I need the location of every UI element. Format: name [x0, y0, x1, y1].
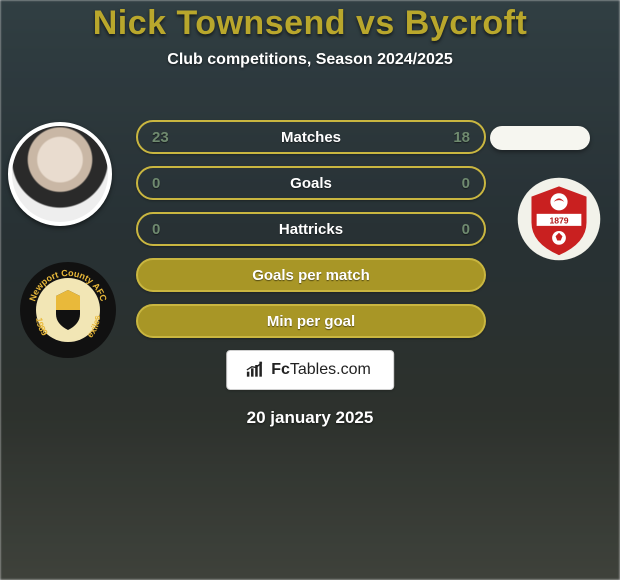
player-photo-right-placeholder [490, 126, 590, 150]
stat-row: Min per goal [136, 304, 486, 338]
watermark-suffix: Tables.com [290, 361, 371, 378]
watermark-badge: FcTables.com [226, 350, 394, 390]
stat-label: Goals [290, 175, 332, 192]
watermark-prefix: Fc [271, 361, 290, 378]
stat-left-value: 0 [152, 175, 160, 192]
badge-right-year: 1879 [549, 215, 568, 225]
stat-right-value: 0 [462, 175, 470, 192]
date-text: 20 january 2025 [0, 408, 620, 428]
stat-label: Goals per match [252, 267, 370, 284]
stat-label: Matches [281, 129, 341, 146]
badge-right-emblem-bg [550, 193, 567, 210]
page-title: Nick Townsend vs Bycroft [0, 4, 620, 43]
stats-list: 23 Matches 18 0 Goals 0 0 Hattricks 0 Go… [136, 120, 486, 338]
stat-label: Min per goal [267, 313, 355, 330]
player-photo-left [8, 122, 112, 226]
stat-left-value: 0 [152, 221, 160, 238]
content-container: Nick Townsend vs Bycroft Club competitio… [0, 0, 620, 580]
stat-label: Hattricks [279, 221, 343, 238]
stat-right-value: 18 [453, 129, 470, 146]
chart-icon [245, 361, 265, 379]
stat-right-value: 0 [462, 221, 470, 238]
watermark-text: FcTables.com [271, 361, 371, 379]
stat-row: 0 Hattricks 0 [136, 212, 486, 246]
stat-row: Goals per match [136, 258, 486, 292]
subtitle: Club competitions, Season 2024/2025 [0, 51, 620, 69]
club-badge-right: 1879 [516, 176, 602, 262]
stat-row: 0 Goals 0 [136, 166, 486, 200]
stat-left-value: 23 [152, 129, 169, 146]
club-badge-left: Newport County AFC 1989 exiles [18, 260, 118, 360]
stat-row: 23 Matches 18 [136, 120, 486, 154]
